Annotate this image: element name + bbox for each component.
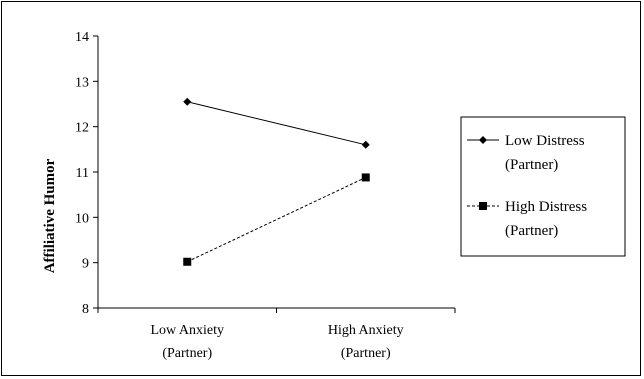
x-tick-label: Low Anxiety xyxy=(151,323,225,338)
x-tick-label: (Partner) xyxy=(341,346,391,361)
legend-label: High Distress xyxy=(505,199,587,215)
y-tick-label: 13 xyxy=(75,75,89,90)
series-line-0 xyxy=(187,101,366,146)
x-axis: Low Anxiety (Partner) High Anxiety (Partner… xyxy=(97,307,456,361)
data-point-diamond xyxy=(183,97,192,106)
y-tick-label: 14 xyxy=(75,30,89,45)
legend-marker-square xyxy=(479,202,487,210)
legend: Low Distress (Partner) High Distress (Partn… xyxy=(460,116,626,257)
x-tick-label: (Partner) xyxy=(162,346,212,361)
y-tick-label: 10 xyxy=(75,211,89,226)
y-axis: 8 9 10 11 12 13 14 xyxy=(75,30,99,317)
y-tick-label: 11 xyxy=(76,166,89,181)
legend-label: Low Distress xyxy=(505,133,585,149)
y-tick-label: 8 xyxy=(82,302,89,317)
series-line-1 xyxy=(187,176,366,263)
data-point-square xyxy=(361,173,370,182)
legend-label: (Partner) xyxy=(505,157,558,173)
y-tick-label: 12 xyxy=(75,121,89,136)
x-tick-label: High Anxiety xyxy=(328,323,404,338)
legend-marker-diamond xyxy=(479,136,487,144)
series-layer xyxy=(183,97,370,266)
legend-label: (Partner) xyxy=(505,223,558,239)
data-point-square xyxy=(183,257,192,266)
y-tick-label: 9 xyxy=(82,257,89,272)
y-axis-title: Affiliative Humor xyxy=(42,158,58,273)
data-point-diamond xyxy=(361,140,370,149)
